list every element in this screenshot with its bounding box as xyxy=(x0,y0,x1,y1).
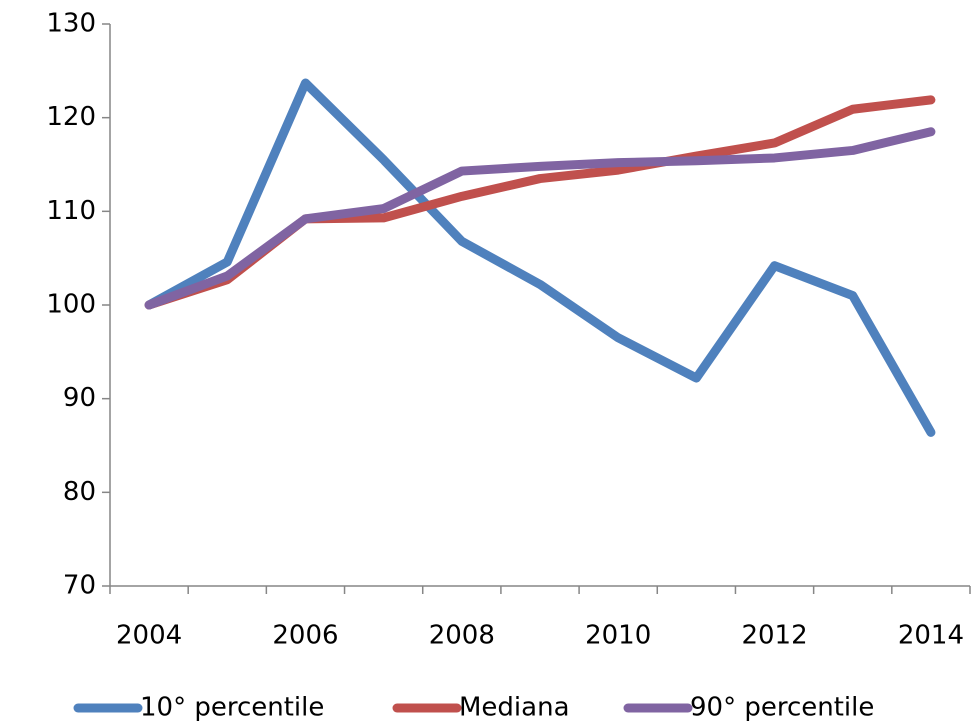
line-series xyxy=(144,78,936,437)
x-tick-label: 2010 xyxy=(585,621,651,651)
legend-label: 90° percentile xyxy=(690,693,874,723)
x-tick-label: 2014 xyxy=(898,621,964,651)
y-tick-label: 130 xyxy=(46,9,96,39)
x-tick-label: 2008 xyxy=(429,621,495,651)
x-tick-label: 2012 xyxy=(741,621,807,651)
legend-label: Mediana xyxy=(459,693,570,723)
line-series xyxy=(144,127,936,310)
line-series xyxy=(144,95,936,310)
legend-label: 10° percentile xyxy=(140,693,324,723)
y-tick-label: 110 xyxy=(46,196,96,226)
x-tick-label: 2004 xyxy=(116,621,182,651)
y-tick-label: 100 xyxy=(46,290,96,320)
y-tick-label: 70 xyxy=(63,571,96,601)
y-tick-label: 120 xyxy=(46,102,96,132)
y-tick-label: 80 xyxy=(63,477,96,507)
y-tick-label: 90 xyxy=(63,383,96,413)
x-tick-label: 2006 xyxy=(272,621,338,651)
